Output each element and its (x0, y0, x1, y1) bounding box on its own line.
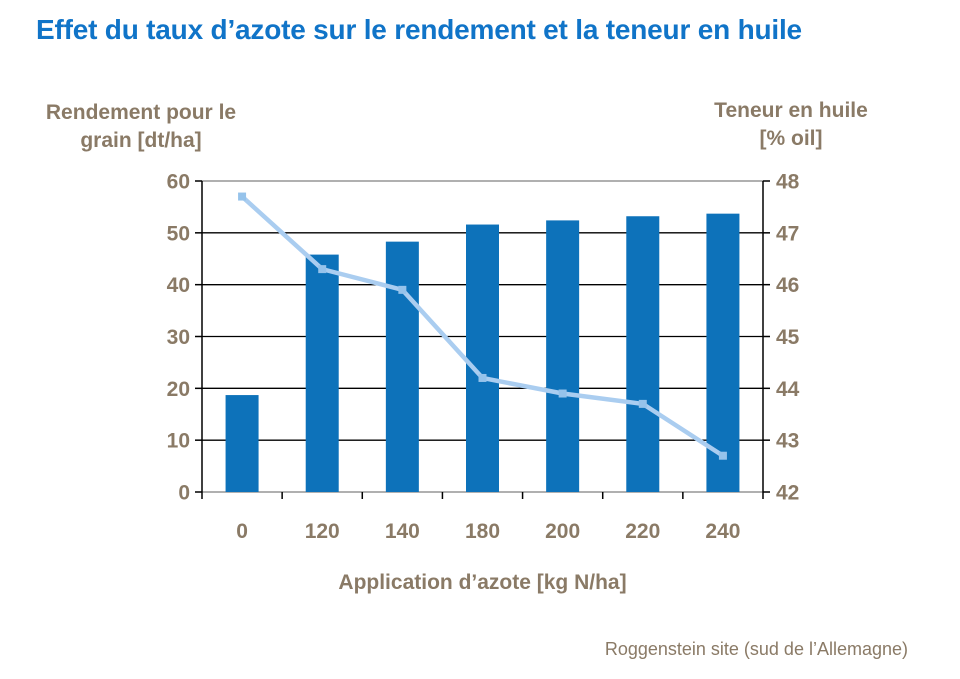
right-axis-title-line1: Teneur en huile (714, 99, 868, 122)
right-axis-tick-label: 43 (776, 430, 799, 453)
left-axis-tick-label: 40 (167, 274, 190, 297)
left-axis-tick-label: 60 (167, 171, 190, 194)
left-axis-title-line1: Rendement pour le (45, 101, 237, 124)
bar (305, 254, 339, 492)
x-axis-category-label: 140 (385, 520, 420, 543)
oil-line-marker (398, 285, 407, 294)
x-axis-category-label: 200 (545, 520, 580, 543)
oil-line-marker (318, 265, 327, 274)
x-axis-category-label: 120 (305, 520, 340, 543)
oil-line-marker (238, 192, 247, 201)
left-axis-tick-label: 20 (167, 378, 190, 401)
x-axis-title: Application d’azote [kg N/ha] (338, 571, 627, 594)
right-axis-title: Teneur en huile [% oil] (698, 97, 884, 153)
bar (706, 213, 740, 492)
right-axis-tick-label: 42 (776, 482, 799, 505)
right-axis-tick-label: 48 (776, 171, 800, 194)
right-axis-tick-label: 44 (776, 378, 800, 401)
chart-title: Effet du taux d’azote sur le rendement e… (36, 14, 802, 45)
bar (385, 241, 419, 492)
left-axis-tick-label: 0 (178, 482, 190, 505)
right-axis-tick-label: 47 (776, 222, 799, 245)
right-axis-tick-label: 45 (776, 326, 800, 349)
footnote: Roggenstein site (sud de l’Allemagne) (604, 639, 908, 659)
bar (546, 220, 580, 493)
x-axis-category-label: 240 (705, 520, 740, 543)
x-axis-category-label: 0 (236, 520, 248, 543)
oil-line-marker (718, 451, 727, 460)
right-axis-tick-label: 46 (776, 274, 799, 297)
right-axis-title-line2: [% oil] (759, 127, 823, 150)
x-axis-category-label: 220 (625, 520, 660, 543)
oil-line-marker (638, 399, 647, 408)
bar (225, 395, 259, 492)
oil-line-marker (558, 389, 567, 398)
left-axis-title-line2: grain [dt/ha] (80, 129, 202, 152)
bar (466, 224, 499, 493)
bar (626, 216, 660, 492)
left-axis-tick-label: 30 (167, 326, 190, 349)
left-axis-tick-label: 50 (167, 222, 190, 245)
left-axis-title: Rendement pour le grain [dt/ha] (28, 99, 254, 155)
x-axis-category-label: 180 (465, 520, 500, 543)
left-axis-tick-label: 10 (167, 430, 190, 453)
oil-line-marker (478, 373, 487, 382)
